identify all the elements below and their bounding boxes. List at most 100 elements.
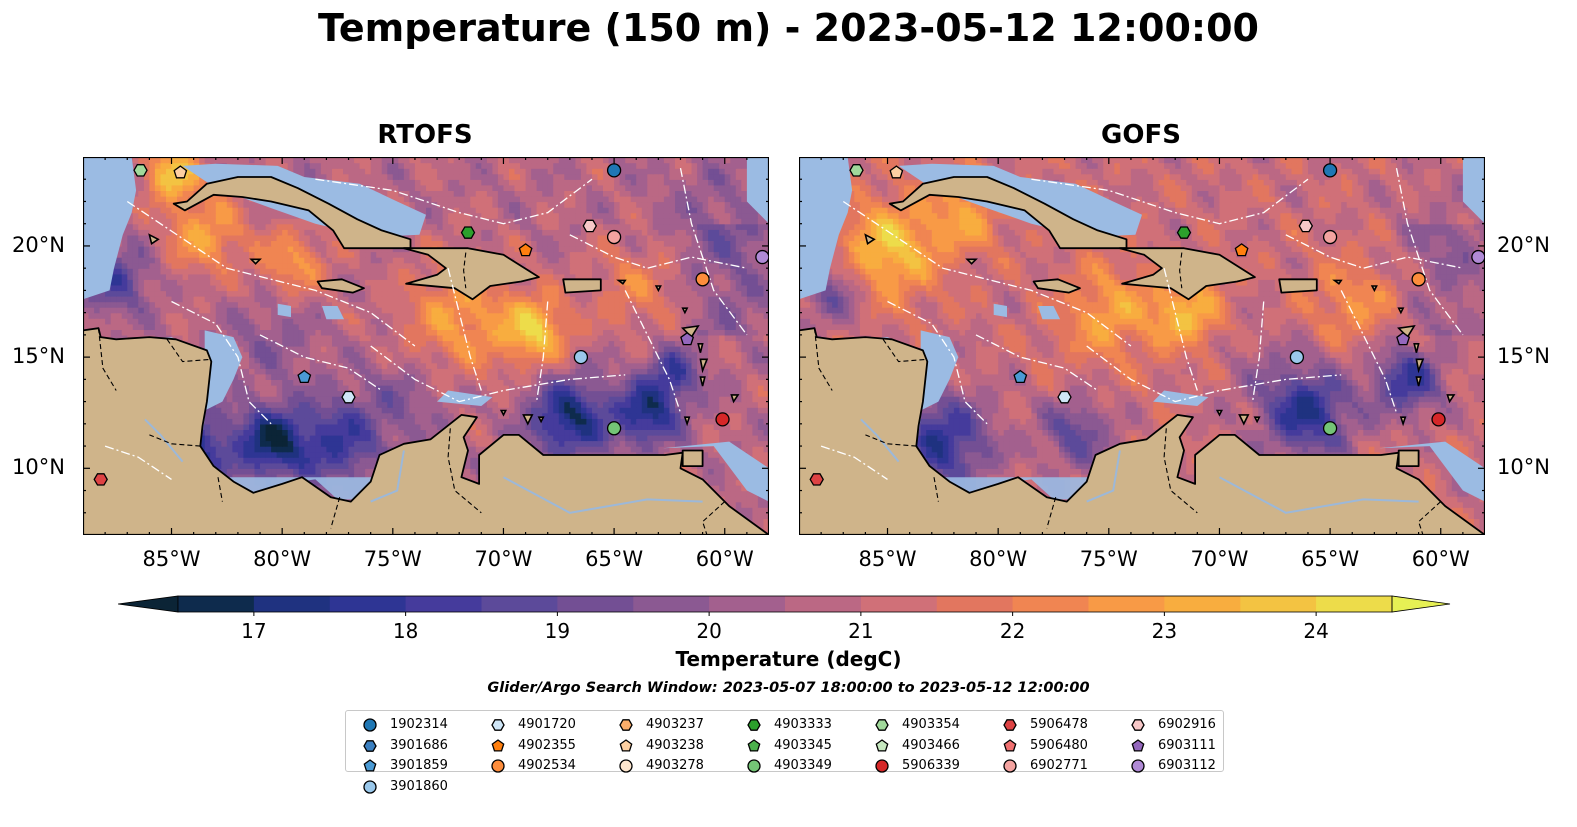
rtofs-small-island xyxy=(537,416,545,424)
gofs-river xyxy=(1219,476,1419,514)
gofs-country-border xyxy=(933,477,939,502)
gofs-eez-boundary xyxy=(820,445,888,480)
rtofs-landmass-puertorico xyxy=(562,278,602,294)
colorbar-segment xyxy=(709,596,786,612)
colorbar-segment xyxy=(1164,596,1241,612)
rtofs-xtick-label: 70°W xyxy=(474,547,533,571)
legend-marker-circle xyxy=(1131,759,1145,773)
legend-marker-circle xyxy=(875,759,889,773)
figure-title: Temperature (150 m) - 2023-05-12 12:00:0… xyxy=(317,6,1259,50)
legend-marker-icon xyxy=(875,719,889,731)
rtofs-eez-boundary xyxy=(315,178,593,225)
rtofs-eez-boundary xyxy=(447,268,482,391)
rtofs-ytick-label: 15°N xyxy=(12,344,65,369)
colorbar-tick-label: 19 xyxy=(544,619,571,643)
rtofs-country-border xyxy=(701,501,726,535)
gofs-float-marker-4902534 xyxy=(1411,272,1426,287)
legend-marker-icon xyxy=(619,759,633,773)
gofs-small-island xyxy=(1415,358,1425,374)
legend-item-label: 6903111 xyxy=(1158,737,1216,753)
rtofs-float-marker-4903349 xyxy=(606,421,622,436)
gofs-country-border xyxy=(1179,252,1183,289)
legend-marker-hexagon xyxy=(1003,719,1017,731)
colorbar-segment xyxy=(253,596,331,612)
rtofs-country-border xyxy=(447,428,482,514)
gofs-country-border xyxy=(1417,501,1442,535)
legend-item-label: 4902534 xyxy=(518,758,576,773)
legend-marker-icon xyxy=(363,718,377,732)
gofs-shallow-shelf xyxy=(799,157,853,300)
legend-item-label: 6902771 xyxy=(1030,758,1088,773)
legend-marker-icon xyxy=(363,779,377,794)
gofs-shallow-shelf xyxy=(1462,157,1485,224)
rtofs-shallow-shelf xyxy=(322,306,345,320)
gofs-eez-boundary xyxy=(1285,234,1464,269)
gofs-float-marker-4902355 xyxy=(1234,243,1249,257)
colorbar-segment xyxy=(329,596,407,612)
rtofs-float-marker-5906339 xyxy=(715,412,730,427)
colorbar-tick-label: 21 xyxy=(848,619,874,643)
rtofs-float-marker-4901720 xyxy=(341,390,356,404)
gofs-small-island xyxy=(864,233,876,245)
gofs-frame xyxy=(799,157,1485,535)
colorbar-segment xyxy=(481,596,558,612)
gofs-small-island xyxy=(1446,394,1456,404)
rtofs-xtick-label: 85°W xyxy=(142,547,201,571)
legend-marker-icon xyxy=(491,759,505,773)
gofs-small-island xyxy=(1399,416,1407,427)
rtofs-float-marker-6903112 xyxy=(755,249,769,265)
gofs-small-island xyxy=(1238,414,1250,426)
legend-marker-icon xyxy=(363,739,377,752)
gofs-eez-boundary xyxy=(1251,301,1265,402)
rtofs-small-island xyxy=(148,233,160,245)
rtofs-landmass-hispaniola xyxy=(402,247,540,301)
rtofs-eez-boundary xyxy=(370,345,626,403)
gofs-float-marker-6903112 xyxy=(1471,249,1485,265)
legend-marker-icon xyxy=(747,759,761,773)
rtofs-small-island xyxy=(616,279,627,285)
gofs-shallow-shelf xyxy=(1153,390,1209,406)
rtofs-float-marker-4903238 xyxy=(173,165,188,179)
legend-item-label: 4903237 xyxy=(646,717,704,732)
gofs-river xyxy=(860,418,900,463)
rtofs-small-island xyxy=(683,416,691,427)
legend-marker-icon xyxy=(875,738,889,752)
gofs-xtick-label: 60°W xyxy=(1411,547,1470,571)
rtofs-float-marker-6902771 xyxy=(606,229,622,245)
legend-marker-pentagon xyxy=(875,738,889,752)
colorbar-segment xyxy=(1240,596,1317,612)
rtofs-float-marker-4903354 xyxy=(133,164,148,177)
gofs-eez-boundary xyxy=(1340,290,1398,413)
legend-marker-icon xyxy=(747,719,761,731)
rtofs-small-island xyxy=(681,307,689,315)
legend-marker-circle xyxy=(491,759,505,773)
gofs-xtick-label: 65°W xyxy=(1301,547,1360,571)
gofs-eez-boundary xyxy=(1395,167,1464,336)
gofs-small-island xyxy=(1413,343,1420,353)
colorbar-segment xyxy=(633,596,710,612)
gofs-landmass-cuba xyxy=(888,176,1128,250)
legend-marker-pentagon xyxy=(491,738,505,752)
legend-item-label: 4901720 xyxy=(518,717,576,732)
gofs-float-marker-5906339 xyxy=(1431,412,1446,427)
rtofs-small-island xyxy=(499,409,507,417)
gofs-xtick-label: 75°W xyxy=(1079,547,1138,571)
rtofs-landmass-cuba xyxy=(172,176,412,250)
colorbar-tick-label: 17 xyxy=(241,619,267,643)
rtofs-eez-boundary xyxy=(569,234,748,269)
gofs-float-marker-3901860 xyxy=(1289,349,1305,365)
rtofs-float-marker-4903333 xyxy=(460,226,476,239)
gofs-eez-boundary xyxy=(842,200,1132,347)
colorbar-segment xyxy=(1316,596,1393,612)
gofs-float-marker-1902314 xyxy=(1322,163,1338,178)
legend-marker-icon xyxy=(1131,738,1145,752)
colorbar-tick-label: 20 xyxy=(696,619,722,643)
legend-item-label: 4903238 xyxy=(646,737,704,753)
rtofs-land xyxy=(83,176,769,535)
rtofs-float-marker-5906478 xyxy=(93,473,108,486)
legend-marker-icon xyxy=(1131,719,1145,731)
gofs-river xyxy=(1086,450,1121,503)
legend-marker-icon xyxy=(491,738,505,752)
legend-marker-icon xyxy=(1131,759,1145,773)
colorbar-tick-label: 23 xyxy=(1151,619,1178,643)
